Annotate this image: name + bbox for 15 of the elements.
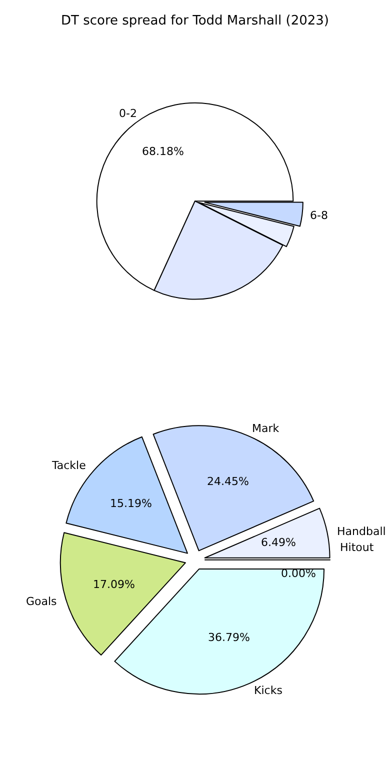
data-label: 36.79% <box>208 631 250 644</box>
data-label: 15.19% <box>110 497 152 510</box>
slice-label: Kicks <box>254 684 283 697</box>
slice-label: Handball <box>337 525 386 538</box>
data-label: 17.09% <box>93 578 135 591</box>
slice-label: 6-8 <box>310 209 328 222</box>
chart-title: DT score spread for Todd Marshall (2023) <box>61 14 329 29</box>
data-label: 6.49% <box>261 536 296 549</box>
data-label: 24.45% <box>207 475 249 488</box>
slice-label: 0-2 <box>119 107 137 120</box>
slice-label: Tackle <box>51 459 86 472</box>
slice-label: Mark <box>252 422 280 435</box>
data-label: 68.18% <box>142 145 184 158</box>
slice-label: Goals <box>26 595 58 608</box>
category-label: Hitout <box>340 541 374 554</box>
